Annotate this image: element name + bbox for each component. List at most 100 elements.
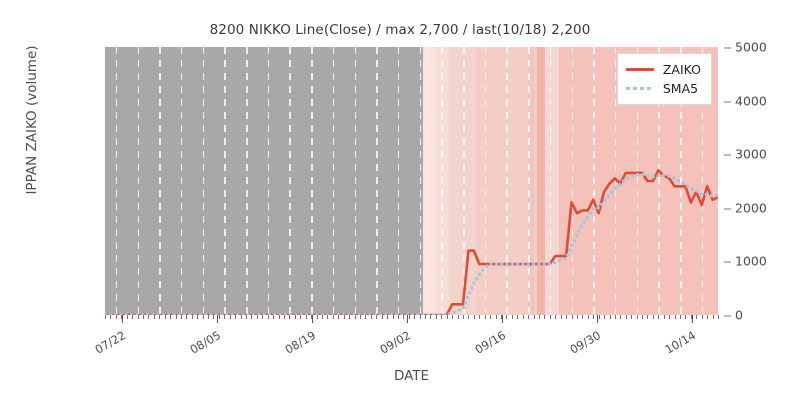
x-minor-tick bbox=[511, 315, 513, 319]
x-minor-tick bbox=[300, 315, 302, 319]
background-band bbox=[449, 47, 476, 315]
x-minor-tick bbox=[294, 315, 296, 319]
gridline bbox=[311, 47, 313, 315]
x-minor-tick bbox=[213, 315, 215, 319]
gridline bbox=[137, 47, 140, 315]
x-minor-tick bbox=[397, 315, 399, 319]
x-minor-tick bbox=[446, 315, 448, 319]
x-minor-tick bbox=[685, 315, 687, 319]
x-minor-tick bbox=[425, 315, 427, 319]
x-minor-tick bbox=[376, 315, 378, 319]
gridline bbox=[658, 47, 660, 315]
x-minor-tick bbox=[533, 315, 535, 319]
x-minor-tick bbox=[218, 315, 220, 319]
x-axis-label: DATE bbox=[393, 368, 430, 384]
x-minor-tick bbox=[620, 315, 622, 319]
x-minor-tick bbox=[267, 315, 269, 319]
gridline bbox=[549, 47, 552, 315]
x-minor-tick bbox=[593, 315, 595, 319]
x-minor-tick bbox=[365, 315, 367, 319]
x-minor-tick bbox=[625, 315, 627, 319]
x-minor-tick bbox=[680, 315, 682, 319]
x-minor-tick bbox=[235, 315, 237, 319]
gridline bbox=[397, 47, 400, 315]
x-minor-tick bbox=[430, 315, 432, 319]
gridline bbox=[354, 47, 357, 315]
x-minor-tick bbox=[137, 315, 139, 319]
x-minor-tick bbox=[126, 315, 128, 319]
x-minor-tick bbox=[191, 315, 193, 319]
y-tick-label: 3000 bbox=[724, 147, 767, 162]
gridline bbox=[484, 47, 487, 315]
x-minor-tick bbox=[598, 315, 600, 319]
x-minor-tick bbox=[186, 315, 188, 319]
x-minor-tick bbox=[528, 315, 530, 319]
x-minor-tick bbox=[387, 315, 389, 319]
x-minor-tick bbox=[669, 315, 671, 319]
gridline bbox=[180, 47, 183, 315]
x-minor-tick bbox=[327, 315, 329, 319]
x-minor-tick bbox=[349, 315, 351, 319]
background-band bbox=[545, 47, 559, 315]
x-major-tick bbox=[597, 315, 599, 323]
x-minor-tick bbox=[321, 315, 323, 319]
chart-legend[interactable]: ZAIKO SMA5 bbox=[616, 53, 712, 105]
x-minor-tick bbox=[538, 315, 540, 319]
x-minor-tick bbox=[224, 315, 226, 319]
x-minor-tick bbox=[289, 315, 291, 319]
legend-item-sma5[interactable]: SMA5 bbox=[625, 79, 701, 98]
x-minor-tick bbox=[712, 315, 714, 319]
x-major-tick bbox=[122, 315, 124, 323]
x-major-tick bbox=[692, 315, 694, 323]
x-minor-tick bbox=[311, 315, 313, 319]
legend-label-sma5: SMA5 bbox=[662, 81, 699, 96]
series-line-sma5 bbox=[105, 172, 718, 315]
x-minor-tick bbox=[435, 315, 437, 319]
x-minor-tick bbox=[636, 315, 638, 319]
x-major-tick bbox=[502, 315, 504, 323]
x-minor-tick bbox=[506, 315, 508, 319]
x-major-tick bbox=[312, 315, 314, 323]
x-minor-tick bbox=[180, 315, 182, 319]
x-axis-tickmarks bbox=[105, 315, 719, 324]
x-minor-tick bbox=[148, 315, 150, 319]
gridline bbox=[614, 47, 617, 315]
x-minor-tick bbox=[690, 315, 692, 319]
series-lines bbox=[105, 168, 718, 315]
x-minor-tick bbox=[484, 315, 486, 319]
x-minor-tick bbox=[175, 315, 177, 319]
x-minor-tick bbox=[495, 315, 497, 319]
x-minor-tick bbox=[240, 315, 242, 319]
x-minor-tick bbox=[273, 315, 275, 319]
x-minor-tick bbox=[555, 315, 557, 319]
x-minor-tick bbox=[403, 315, 405, 319]
x-minor-tick bbox=[718, 315, 719, 319]
x-minor-tick bbox=[479, 315, 481, 319]
y-tick-label: 2000 bbox=[724, 200, 767, 215]
plot-area: ZAIKO SMA5 bbox=[105, 47, 718, 315]
x-minor-tick bbox=[463, 315, 465, 319]
x-minor-tick bbox=[343, 315, 345, 319]
x-minor-tick bbox=[658, 315, 660, 319]
gridline bbox=[289, 47, 291, 315]
x-major-tick bbox=[217, 315, 219, 323]
x-minor-tick bbox=[560, 315, 562, 319]
gridline bbox=[115, 47, 118, 315]
gridline bbox=[506, 47, 508, 315]
y-tick-label: 5000 bbox=[724, 40, 767, 55]
y-tick-label: 1000 bbox=[724, 254, 767, 269]
x-minor-tick bbox=[631, 315, 633, 319]
x-minor-tick bbox=[549, 315, 551, 319]
gridline bbox=[463, 47, 465, 315]
x-minor-tick bbox=[604, 315, 606, 319]
x-minor-tick bbox=[332, 315, 334, 319]
legend-item-zaiko[interactable]: ZAIKO bbox=[625, 60, 701, 79]
x-minor-tick bbox=[197, 315, 199, 319]
x-minor-tick bbox=[359, 315, 361, 319]
x-minor-tick bbox=[153, 315, 155, 319]
x-tick-label: 09/16 bbox=[472, 328, 509, 357]
background-band bbox=[105, 47, 423, 315]
x-minor-tick bbox=[696, 315, 698, 319]
background-band bbox=[534, 47, 538, 315]
x-tick-label: 07/22 bbox=[92, 328, 129, 357]
